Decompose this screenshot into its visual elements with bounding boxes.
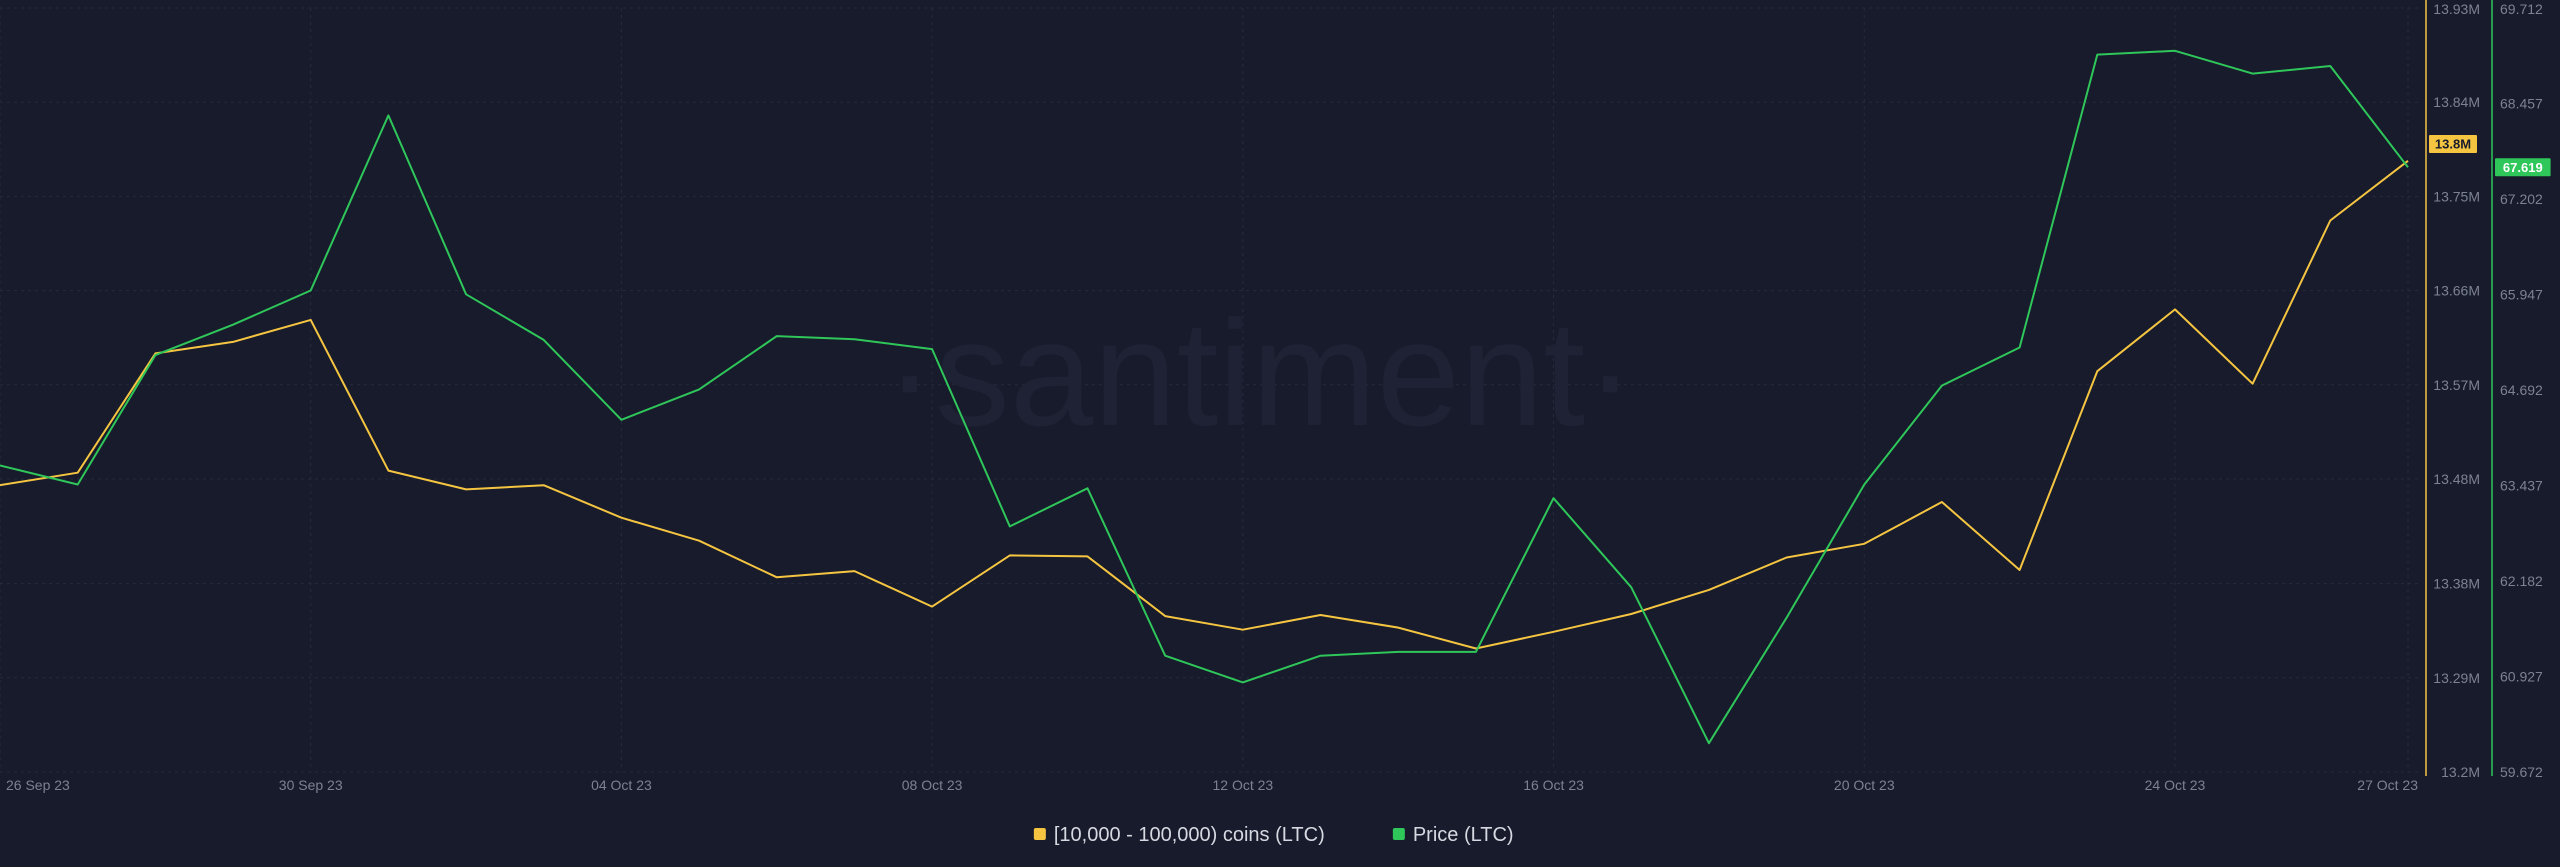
legend-item-label[interactable]: [10,000 - 100,000) coins (LTC) xyxy=(1054,824,1325,846)
left-axis-tick-label: 13.57M xyxy=(2433,377,2480,393)
x-axis-tick-label: 26 Sep 23 xyxy=(6,777,70,793)
series-layer xyxy=(0,49,2409,745)
grid-layer xyxy=(0,7,2418,773)
series-line-holdings xyxy=(0,160,2409,650)
left-axis-tick-label: 13.29M xyxy=(2433,670,2480,686)
legend-swatch xyxy=(1392,828,1405,840)
right-axis-tick-label: 64.692 xyxy=(2500,382,2543,398)
right-axis-tick-label: 62.182 xyxy=(2500,573,2543,589)
right-axis-tick-label: 60.927 xyxy=(2500,669,2543,685)
series-line-price xyxy=(0,49,2409,745)
x-axis-tick-label: 04 Oct 23 xyxy=(591,777,652,793)
right-axis-tick-label: 68.457 xyxy=(2500,96,2543,112)
left-axis-tick-label: 13.75M xyxy=(2433,188,2480,204)
left-axis-tick-label: 13.38M xyxy=(2433,576,2480,592)
x-axis-tick-label: 24 Oct 23 xyxy=(2145,777,2206,793)
right-axis-tick-label: 65.947 xyxy=(2500,287,2543,303)
right-axis-tick-label: 69.712 xyxy=(2500,1,2543,17)
x-axis-tick-label: 20 Oct 23 xyxy=(1834,777,1895,793)
left-axis-tick-label: 13.2M xyxy=(2441,764,2480,780)
right-axis-tick-label: 63.437 xyxy=(2500,478,2543,494)
right-axis-tick-label: 59.672 xyxy=(2500,764,2543,780)
legend-swatch xyxy=(1033,828,1046,840)
x-axis-tick-label: 30 Sep 23 xyxy=(279,777,343,793)
left-axis-tick-label: 13.84M xyxy=(2433,94,2480,110)
right-current-value-badge-bg xyxy=(2495,158,2551,177)
left-current-value-badge: 13.8M xyxy=(2435,137,2471,152)
right-current-value-badge: 67.619 xyxy=(2503,160,2543,175)
axis-layer: 13.93M 13.84M 13.75M 13.66M 13.57M 13.48M 13.3… xyxy=(6,0,2543,793)
legend-item-label[interactable]: Price (LTC) xyxy=(1413,824,1514,846)
left-axis-tick-label: 13.93M xyxy=(2433,1,2480,17)
left-axis-tick-label: 13.66M xyxy=(2433,283,2480,299)
left-axis-tick-label: 13.48M xyxy=(2433,471,2480,487)
right-axis-tick-label: 67.202 xyxy=(2500,191,2543,207)
current-value-badges: 13.8M 67.619 xyxy=(2429,135,2551,177)
legend: [10,000 - 100,000) coins (LTC) Price (LTC… xyxy=(1033,824,1514,846)
santiment-watermark: ·santiment· xyxy=(885,289,1635,457)
x-axis-tick-label: 16 Oct 23 xyxy=(1523,777,1584,793)
x-axis-tick-label: 27 Oct 23 xyxy=(2357,777,2418,793)
left-current-value-badge-bg xyxy=(2429,135,2477,154)
x-axis-tick-label: 12 Oct 23 xyxy=(1212,777,1273,793)
x-axis-tick-label: 08 Oct 23 xyxy=(902,777,963,793)
